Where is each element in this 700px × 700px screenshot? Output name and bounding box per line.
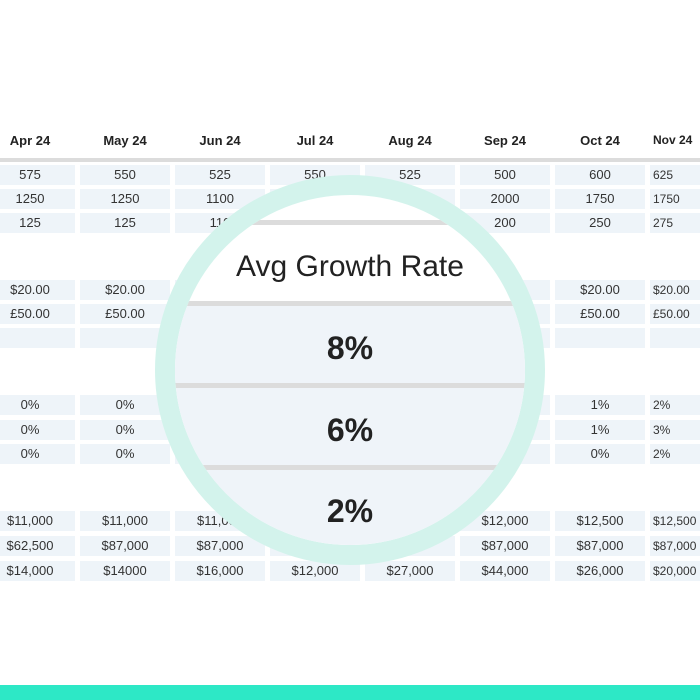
table-cell: $16,000 — [175, 561, 265, 581]
table-cell: $87,000 — [80, 536, 170, 556]
growth-value: 6% — [326, 412, 374, 448]
column-header: Sep 24 — [484, 133, 526, 148]
table-cell: 2000 — [460, 189, 550, 209]
header-divider — [0, 158, 700, 162]
table-cell: 125 — [80, 213, 170, 233]
table-cell: $12,000 — [270, 561, 360, 581]
table-cell — [80, 328, 170, 348]
table-cell: £50.00 — [555, 304, 645, 324]
table-cell: 275 — [650, 213, 700, 233]
table-cell: 1250 — [0, 189, 75, 209]
table-cell: £50.00 — [650, 304, 700, 324]
table-cell: 0% — [0, 420, 75, 440]
table-cell: $20,000 — [650, 561, 700, 581]
table-cell: $20.00 — [0, 280, 75, 300]
table-cell: $14,000 — [0, 561, 75, 581]
column-header: Apr 24 — [9, 133, 51, 148]
table-cell: $20.00 — [80, 280, 170, 300]
table-cell: 1100 — [175, 189, 265, 209]
table-cell: 625 — [650, 165, 700, 185]
table-cell: $11,000 — [0, 511, 75, 531]
table-cell: 0% — [80, 420, 170, 440]
column-header: Aug 24 — [388, 133, 432, 148]
table-cell: 525 — [175, 165, 265, 185]
table-cell: 3% — [650, 420, 700, 440]
table-cell: 125 — [0, 213, 75, 233]
growth-value: 8% — [326, 330, 374, 366]
table-cell: 600 — [555, 165, 645, 185]
table-cell: 2% — [650, 444, 700, 464]
table-cell — [650, 328, 700, 348]
table-cell: $62,500 — [0, 536, 75, 556]
table-cell: £50.00 — [0, 304, 75, 324]
table-cell: $11,000 — [80, 511, 170, 531]
divider — [175, 220, 525, 225]
growth-value: 2% — [326, 493, 374, 529]
table-cell: $20.00 — [555, 280, 645, 300]
divider — [175, 383, 525, 388]
column-header: Oct 24 — [580, 133, 620, 148]
growth-cell — [175, 306, 525, 383]
table-cell — [0, 328, 75, 348]
table-cell: 0% — [80, 395, 170, 415]
growth-cell — [175, 388, 525, 465]
table-cell: $12,500 — [650, 511, 700, 531]
table-cell: $27,000 — [365, 561, 455, 581]
table-cell: $87,000 — [650, 536, 700, 556]
table-cell: 575 — [0, 165, 75, 185]
table-cell: $14000 — [80, 561, 170, 581]
growth-cell — [175, 470, 525, 545]
table-cell: $44,000 — [460, 561, 550, 581]
table-cell: 2% — [650, 395, 700, 415]
table-cell: 0% — [0, 444, 75, 464]
avg-growth-rate-header: Avg Growth Rate — [236, 250, 464, 283]
column-header: Nov 24 — [653, 133, 693, 147]
table-cell: $20.00 — [650, 280, 700, 300]
footer-accent-bar — [0, 685, 700, 700]
divider — [175, 465, 525, 470]
table-cell — [555, 328, 645, 348]
table-cell: £50.00 — [80, 304, 170, 324]
table-cell: 0% — [80, 444, 170, 464]
table-cell: 1750 — [555, 189, 645, 209]
magnifier-lens: Avg Growth Rate 8% 6% 2% — [155, 175, 545, 565]
column-header: Jun 24 — [199, 133, 241, 148]
table-cell: $26,000 — [555, 561, 645, 581]
column-header: May 24 — [103, 133, 147, 148]
table-cell: $87,000 — [555, 536, 645, 556]
table-cell: $12,500 — [555, 511, 645, 531]
table-cell: 0% — [0, 395, 75, 415]
table-cell: 500 — [460, 165, 550, 185]
table-cell: 1% — [555, 420, 645, 440]
table-cell: 1250 — [80, 189, 170, 209]
table-cell: 250 — [555, 213, 645, 233]
divider — [175, 301, 525, 306]
column-header: Jul 24 — [296, 133, 334, 148]
table-cell: 1750 — [650, 189, 700, 209]
table-cell: 1% — [555, 395, 645, 415]
table-cell: 550 — [80, 165, 170, 185]
table-cell: 0% — [555, 444, 645, 464]
